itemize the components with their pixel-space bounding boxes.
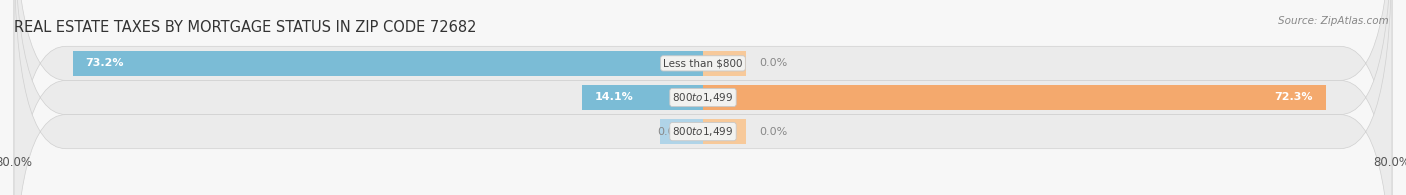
Bar: [659, 119, 703, 144]
Bar: [582, 85, 703, 110]
FancyBboxPatch shape: [14, 0, 1392, 195]
Bar: [703, 119, 747, 144]
Bar: [703, 51, 747, 76]
Text: $800 to $1,499: $800 to $1,499: [672, 91, 734, 104]
FancyBboxPatch shape: [14, 0, 1392, 195]
Text: Source: ZipAtlas.com: Source: ZipAtlas.com: [1278, 16, 1389, 26]
Legend: Without Mortgage, With Mortgage: Without Mortgage, With Mortgage: [575, 191, 831, 195]
Bar: [73, 51, 703, 76]
Text: 0.0%: 0.0%: [759, 58, 787, 68]
Bar: [703, 85, 1326, 110]
Text: $800 to $1,499: $800 to $1,499: [672, 125, 734, 138]
Text: 14.1%: 14.1%: [595, 92, 633, 103]
Text: REAL ESTATE TAXES BY MORTGAGE STATUS IN ZIP CODE 72682: REAL ESTATE TAXES BY MORTGAGE STATUS IN …: [14, 20, 477, 35]
Text: 72.3%: 72.3%: [1274, 92, 1313, 103]
Text: Less than $800: Less than $800: [664, 58, 742, 68]
Text: 73.2%: 73.2%: [86, 58, 124, 68]
Text: 0.0%: 0.0%: [658, 127, 686, 137]
FancyBboxPatch shape: [14, 0, 1392, 195]
Text: 0.0%: 0.0%: [759, 127, 787, 137]
